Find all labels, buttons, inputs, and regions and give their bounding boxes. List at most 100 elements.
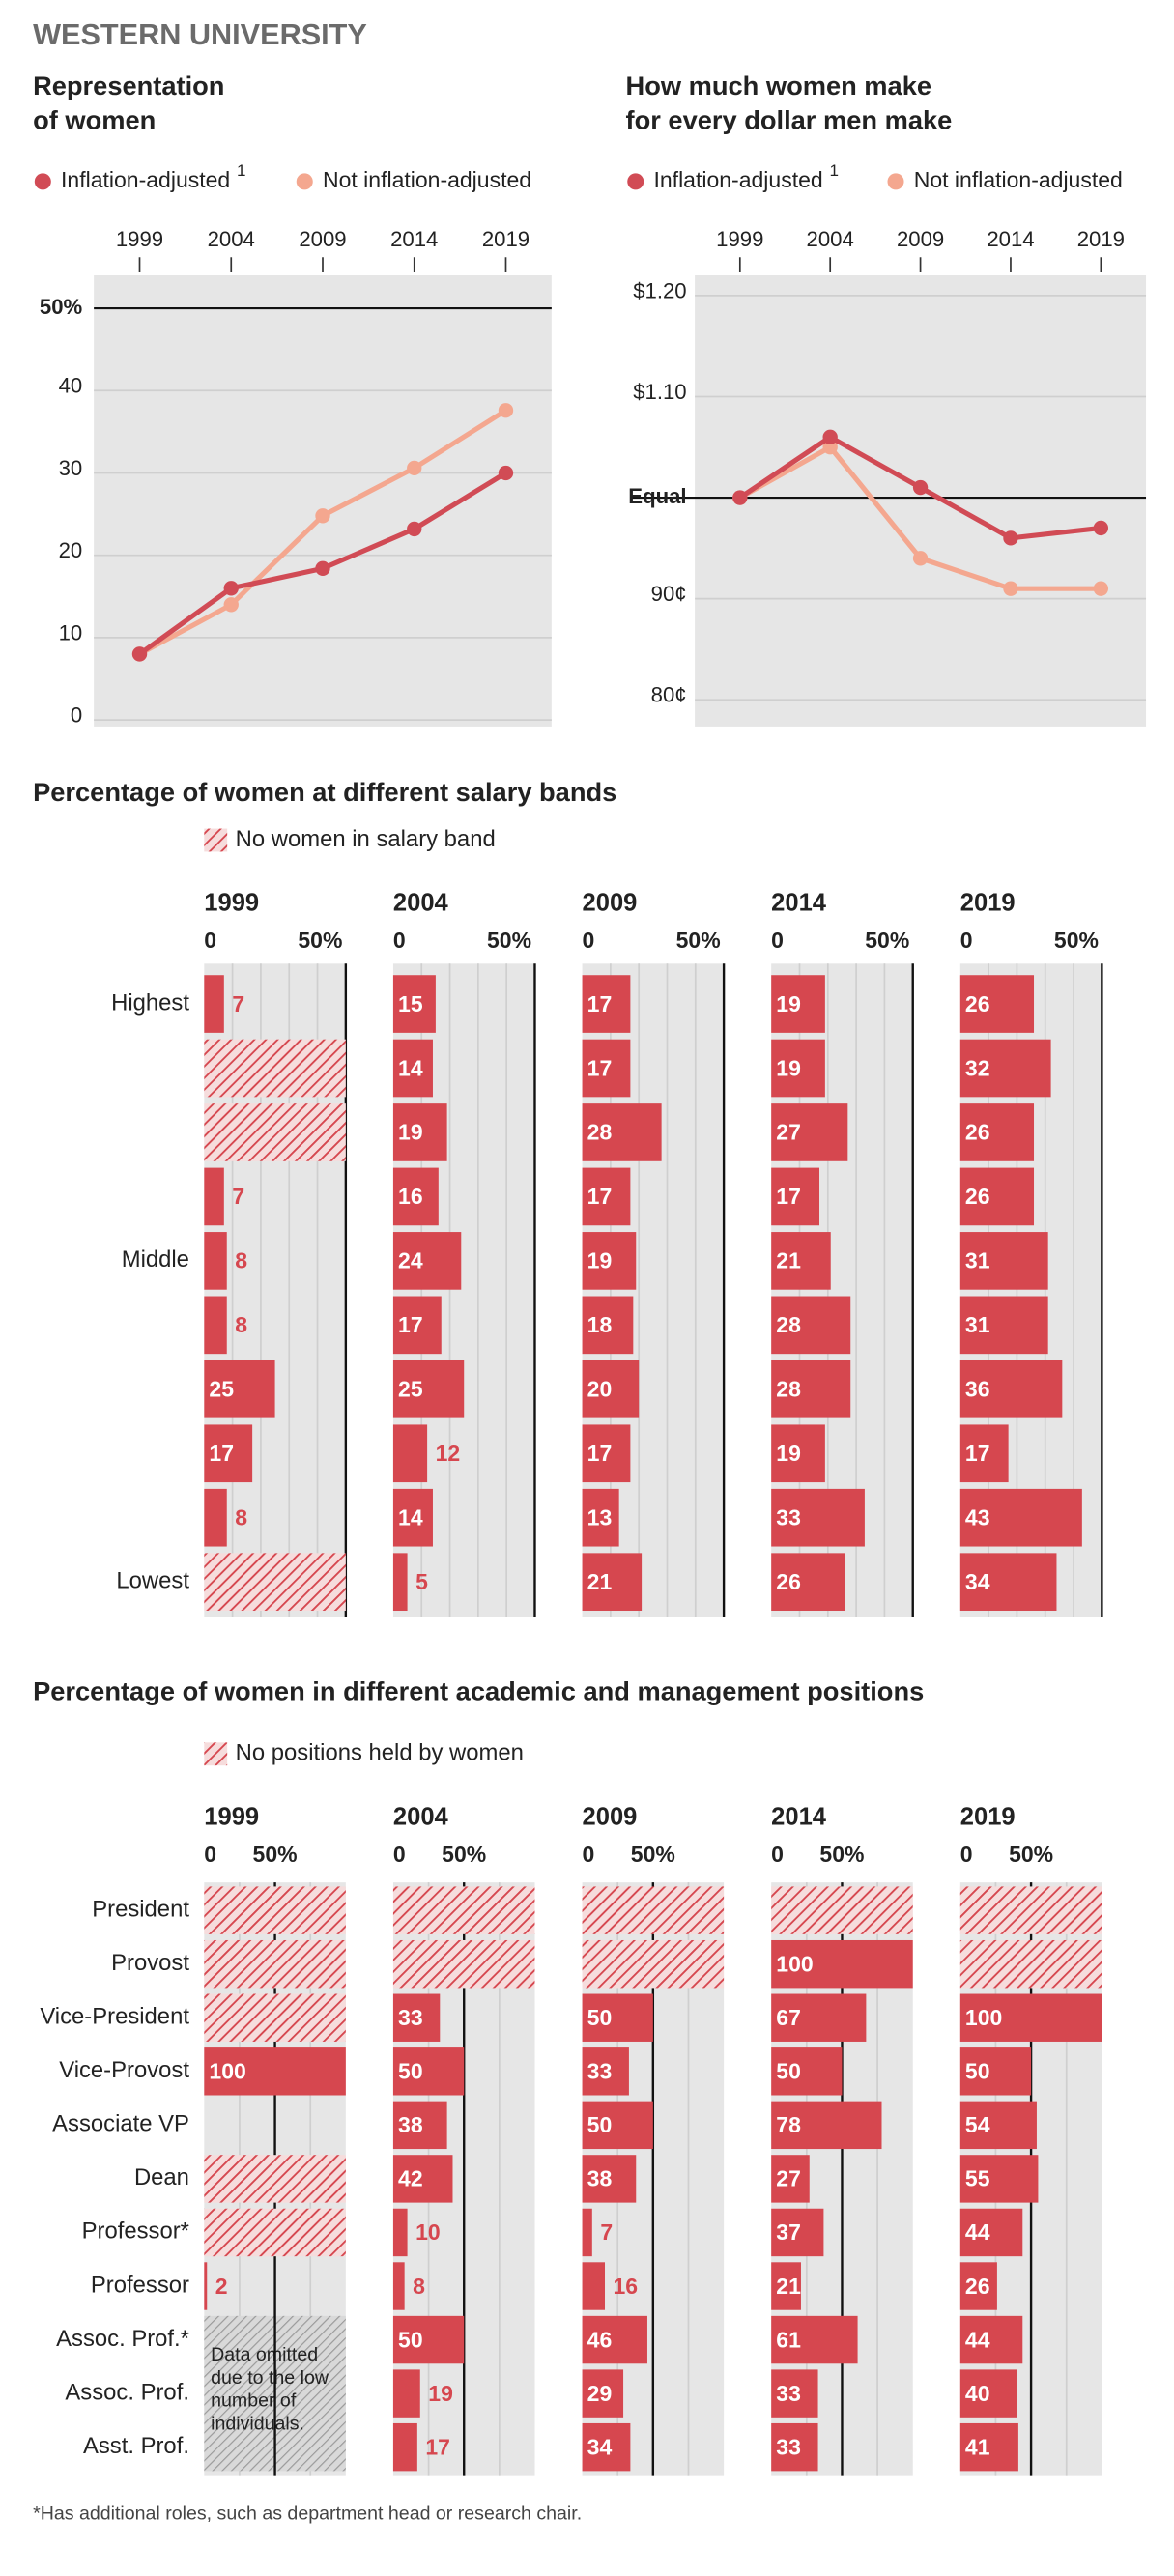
bar-label: 13	[587, 1504, 613, 1530]
page-title: WESTERN UNIVERSITY	[33, 18, 367, 51]
bar	[771, 1424, 825, 1483]
bar-label: 17	[398, 1312, 423, 1337]
legend-label: Not inflation-adjusted	[323, 167, 531, 192]
bar-label: 31	[965, 1312, 990, 1337]
y-tick-label: 0	[71, 703, 82, 728]
bar-label: 50	[398, 2059, 423, 2084]
none-bar	[204, 1993, 346, 2042]
legend-label: No women in salary band	[236, 826, 496, 852]
bar-label: 19	[587, 1248, 613, 1274]
bar-label: 17	[587, 991, 613, 1016]
row-label: Vice-Provost	[59, 2057, 189, 2083]
bar-label: 8	[235, 1504, 247, 1530]
bar	[582, 2155, 637, 2203]
data-point	[407, 521, 422, 537]
bar-label: 50	[776, 2059, 801, 2084]
bar-label: 33	[776, 2381, 801, 2406]
bar	[771, 2422, 818, 2472]
bar	[582, 2047, 629, 2096]
bar-label: 17	[587, 1055, 613, 1080]
bar	[771, 2155, 810, 2203]
bar-label: 10	[415, 2219, 441, 2245]
bar	[959, 975, 1035, 1033]
bar-label: 29	[587, 2381, 613, 2406]
bar-label: 19	[398, 1120, 423, 1145]
bar	[582, 1039, 631, 1098]
x-tick-label: 2014	[987, 227, 1034, 251]
bar	[959, 2315, 1023, 2364]
bar	[204, 1488, 227, 1547]
none-bar	[959, 1886, 1102, 1934]
bar-label: 32	[965, 1055, 990, 1080]
bar-label: 17	[587, 1184, 613, 1209]
none-bar	[392, 1939, 535, 1989]
bar-label: 37	[776, 2219, 801, 2245]
bar-label: 16	[614, 2274, 639, 2299]
bar	[771, 1103, 848, 1161]
x-tick-label: 0	[771, 928, 784, 953]
bar-label: 14	[398, 1504, 423, 1530]
bar	[959, 1103, 1035, 1161]
none-bar	[204, 1553, 346, 1611]
bar	[204, 1424, 253, 1483]
row-label: Lowest	[116, 1567, 189, 1593]
bar	[959, 1039, 1051, 1098]
y-tick-label: Equal	[628, 484, 686, 508]
x-tick-label: 50%	[1054, 928, 1099, 953]
bar	[771, 1993, 867, 2042]
x-tick-label: 0	[960, 1842, 973, 1867]
bar-label: 55	[965, 2166, 990, 2191]
bar-label: 17	[209, 1441, 234, 1466]
bar-label: 21	[587, 1569, 613, 1594]
bar-label: 50	[965, 2059, 990, 2084]
bar-label: 28	[587, 1120, 613, 1145]
x-tick-label: 50%	[865, 928, 909, 953]
none-bar	[959, 1939, 1102, 1989]
x-tick-label: 0	[960, 928, 973, 953]
bar	[392, 1993, 441, 2042]
legend-note: 1	[237, 161, 245, 180]
legend-marker	[34, 173, 51, 190]
bar	[582, 2315, 647, 2364]
bar	[771, 975, 825, 1033]
bar	[392, 1488, 433, 1547]
x-tick-label: 0	[204, 928, 216, 953]
bar	[392, 1039, 433, 1098]
bar	[392, 2315, 465, 2364]
x-tick-label: 0	[583, 1842, 595, 1867]
y-tick-label: 80¢	[651, 683, 687, 707]
legend-label: No positions held by women	[236, 1740, 524, 1766]
none-bar	[204, 1886, 346, 1934]
legend-note: 1	[830, 161, 839, 180]
bar-label: 100	[776, 1951, 813, 1976]
x-tick-label: 2004	[807, 227, 854, 251]
panel-title: 2009	[583, 890, 638, 917]
bar	[959, 2101, 1037, 2150]
x-tick-label: 50%	[631, 1842, 675, 1867]
bar	[392, 1553, 408, 1611]
bar-label: 50	[587, 2112, 613, 2137]
y-tick-label: 90¢	[651, 582, 687, 606]
bar-label: 33	[398, 2005, 423, 2030]
bar	[771, 2262, 801, 2310]
x-tick-label: 2019	[1077, 227, 1125, 251]
bar	[582, 2262, 606, 2310]
none-bar	[204, 2208, 346, 2257]
panel-title: 2019	[960, 890, 1016, 917]
x-tick-label: 50%	[298, 928, 342, 953]
bar-label: 38	[398, 2112, 423, 2137]
bar	[392, 2208, 408, 2257]
bar	[392, 1167, 439, 1226]
chart-title: Percentage of women in different academi…	[33, 1675, 924, 1705]
bar-label: 26	[776, 1569, 801, 1594]
data-point	[1003, 530, 1018, 546]
bar-label: 36	[965, 1377, 990, 1402]
data-point	[732, 490, 748, 505]
row-label: Middle	[122, 1246, 189, 1273]
bar	[582, 1103, 662, 1161]
x-tick-label: 0	[393, 1842, 406, 1867]
x-tick-label: 2019	[482, 227, 530, 251]
bar-label: 25	[398, 1377, 423, 1402]
y-tick-label: 50%	[40, 295, 83, 319]
row-label: President	[92, 1896, 189, 1922]
